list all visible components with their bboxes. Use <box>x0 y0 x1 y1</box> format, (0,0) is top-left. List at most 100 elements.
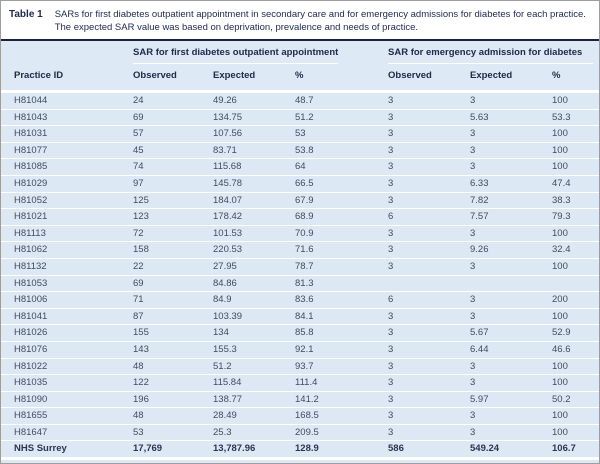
value-cell: 3 <box>388 141 470 159</box>
value-cell: 71 <box>133 291 213 309</box>
column-header-observed-emergency: Observed <box>388 64 470 93</box>
value-cell: 6 <box>388 291 470 309</box>
table-caption-label: Table 1 <box>9 9 43 20</box>
value-cell: 70.9 <box>295 224 388 242</box>
value-cell: 68.9 <box>295 208 388 226</box>
table-row: H81026 155 134 85.8 3 5.67 52.9 <box>1 324 599 342</box>
table-row: H81021 123 178.42 68.9 6 7.57 79.3 <box>1 208 599 226</box>
table-total-row: NHS Surrey 17,769 13,787.96 128.9 586 549.24 1… <box>1 440 599 459</box>
value-cell: 7.82 <box>470 191 552 209</box>
practice-id-cell: H81052 <box>1 191 133 209</box>
table-row: H81113 72 101.53 70.9 3 3 100 <box>1 224 599 242</box>
value-cell: 100 <box>552 357 599 375</box>
value-cell: 48 <box>133 357 213 375</box>
value-cell: 17,769 <box>133 440 213 459</box>
sar-data-table: SAR for first diabetes outpatient appoin… <box>1 41 599 459</box>
value-cell: 100 <box>552 374 599 392</box>
value-cell: 5.63 <box>470 108 552 126</box>
table-row: H81076 143 155.3 92.1 3 6.44 46.6 <box>1 340 599 358</box>
value-cell <box>470 274 552 292</box>
value-cell: 45 <box>133 141 213 159</box>
value-cell: 87 <box>133 307 213 325</box>
value-cell: 78.7 <box>295 257 388 276</box>
value-cell: 83.71 <box>213 141 295 159</box>
column-header-observed-outpatient: Observed <box>133 64 213 93</box>
value-cell: 81.3 <box>295 274 388 292</box>
value-cell <box>388 274 470 292</box>
table-row: H81090 196 138.77 141.2 3 5.97 50.2 <box>1 390 599 408</box>
value-cell: 6.33 <box>470 174 552 193</box>
value-cell: 93.7 <box>295 357 388 375</box>
caption-divider-rule <box>1 39 599 41</box>
value-cell: 6 <box>388 208 470 226</box>
value-cell <box>552 274 599 292</box>
practice-id-cell: H81053 <box>1 274 133 292</box>
column-header-row: Practice ID Observed Expected % Observed… <box>1 64 599 93</box>
value-cell: 85.8 <box>295 324 388 342</box>
value-cell: 48.7 <box>295 91 388 110</box>
practice-id-cell: H81031 <box>1 125 133 143</box>
value-cell: 138.77 <box>213 390 295 408</box>
value-cell: 145.78 <box>213 174 295 193</box>
value-cell: 168.5 <box>295 407 388 425</box>
value-cell: 64 <box>295 158 388 176</box>
value-cell: 155.3 <box>213 340 295 358</box>
value-cell: 79.3 <box>552 208 599 226</box>
value-cell: 143 <box>133 340 213 358</box>
table-row: H81022 48 51.2 93.7 3 3 100 <box>1 357 599 375</box>
table-row: H81006 71 84.9 83.6 6 3 200 <box>1 291 599 309</box>
practice-id-cell: H81035 <box>1 374 133 392</box>
table-caption-line1: SARs for first diabetes outpatient appoi… <box>54 9 586 20</box>
value-cell: 72 <box>133 224 213 242</box>
table-row: H81132 22 27.95 78.7 3 3 100 <box>1 257 599 276</box>
practice-id-cell: H81655 <box>1 407 133 425</box>
table-row: H81043 69 134.75 51.2 3 5.63 53.3 <box>1 108 599 126</box>
value-cell: 184.07 <box>213 191 295 209</box>
group-underline-outpatient <box>133 63 338 64</box>
practice-id-cell: H81113 <box>1 224 133 242</box>
value-cell: 48 <box>133 407 213 425</box>
table-row: H81655 48 28.49 168.5 3 3 100 <box>1 407 599 425</box>
value-cell: 3 <box>388 224 470 242</box>
value-cell: 134.75 <box>213 108 295 126</box>
table-row: H81035 122 115.84 111.4 3 3 100 <box>1 374 599 392</box>
value-cell: 6.44 <box>470 340 552 358</box>
table-caption-line2: The expected SAR value was based on depr… <box>54 22 419 33</box>
table-row: H81647 53 25.3 209.5 3 3 100 <box>1 423 599 441</box>
value-cell: 100 <box>552 307 599 325</box>
value-cell: 200 <box>552 291 599 309</box>
value-cell: 125 <box>133 191 213 209</box>
value-cell: 74 <box>133 158 213 176</box>
value-cell: 111.4 <box>295 374 388 392</box>
value-cell: 196 <box>133 390 213 408</box>
value-cell: 25.3 <box>213 423 295 441</box>
value-cell: 100 <box>552 423 599 441</box>
practice-id-cell: H81062 <box>1 241 133 259</box>
value-cell: 100 <box>552 125 599 143</box>
table-row: H81052 125 184.07 67.9 3 7.82 38.3 <box>1 191 599 209</box>
value-cell: 134 <box>213 324 295 342</box>
value-cell: 3 <box>388 158 470 176</box>
table-row: H81053 69 84.86 81.3 <box>1 274 599 292</box>
table-row: H81062 158 220.53 71.6 3 9.26 32.4 <box>1 241 599 259</box>
table-row: H81077 45 83.71 53.8 3 3 100 <box>1 141 599 159</box>
value-cell: 3 <box>388 91 470 110</box>
value-cell: 106.7 <box>552 440 599 459</box>
value-cell: 3 <box>470 141 552 159</box>
practice-id-cell: H81029 <box>1 174 133 193</box>
value-cell: 128.9 <box>295 440 388 459</box>
value-cell: 47.4 <box>552 174 599 193</box>
value-cell: 7.57 <box>470 208 552 226</box>
value-cell: 3 <box>388 407 470 425</box>
value-cell: 158 <box>133 241 213 259</box>
value-cell: 97 <box>133 174 213 193</box>
table-row: H81041 87 103.39 84.1 3 3 100 <box>1 307 599 325</box>
value-cell: 50.2 <box>552 390 599 408</box>
value-cell: 3 <box>388 241 470 259</box>
practice-id-cell: H81043 <box>1 108 133 126</box>
value-cell: 66.5 <box>295 174 388 193</box>
value-cell: 3 <box>388 125 470 143</box>
value-cell: 3 <box>388 257 470 276</box>
value-cell: 220.53 <box>213 241 295 259</box>
value-cell: 3 <box>388 191 470 209</box>
